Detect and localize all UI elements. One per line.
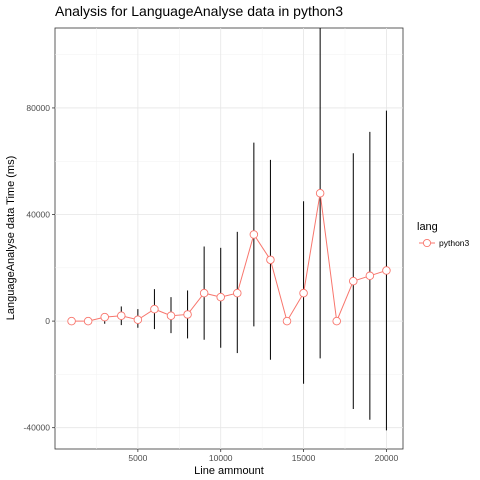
data-point: [299, 288, 308, 298]
x-tick-label: 10000: [209, 453, 233, 463]
data-point: [183, 310, 192, 319]
legend-key-marker: [422, 238, 432, 248]
data-point: [133, 315, 143, 325]
x-tick-label: 20000: [375, 453, 399, 463]
data-point: [67, 316, 76, 326]
data-point: [282, 316, 292, 326]
data-point: [117, 311, 126, 321]
data-point: [332, 316, 341, 326]
data-point: [382, 266, 391, 275]
data-point: [266, 255, 275, 265]
data-point: [349, 276, 358, 286]
chart-title: Analysis for LanguageAnalyse data in pyt…: [55, 3, 343, 19]
legend-label-python3: python3: [439, 238, 470, 248]
y-axis-ticks: -40000 0 40000 80000: [24, 103, 55, 433]
data-point: [233, 288, 242, 298]
y-tick-label: 0: [45, 316, 50, 326]
data-point: [150, 304, 159, 314]
plot-panel: [54, 27, 404, 450]
y-tick-label: 80000: [26, 103, 50, 113]
data-point: [83, 316, 93, 326]
x-tick-label: 15000: [292, 453, 316, 463]
legend: lang python3: [417, 221, 470, 248]
x-tick-label: 5000: [128, 453, 147, 463]
y-tick-label: -40000: [24, 423, 51, 433]
grid-lines: [55, 28, 403, 449]
x-axis-ticks: 5000 10000 15000 20000: [128, 449, 399, 463]
data-point: [216, 292, 225, 302]
legend-title: lang: [417, 221, 438, 233]
x-axis-title: Line ammount: [194, 465, 264, 477]
data-point: [315, 188, 325, 198]
data-point: [249, 230, 259, 239]
data-point: [166, 311, 176, 321]
data-point: [199, 288, 209, 298]
y-axis-title: LanguageAnalyse data Time (ms): [5, 156, 17, 320]
data-point: [365, 271, 375, 281]
data-points: [67, 188, 391, 326]
data-point: [100, 312, 109, 322]
y-tick-label: 40000: [26, 210, 50, 220]
